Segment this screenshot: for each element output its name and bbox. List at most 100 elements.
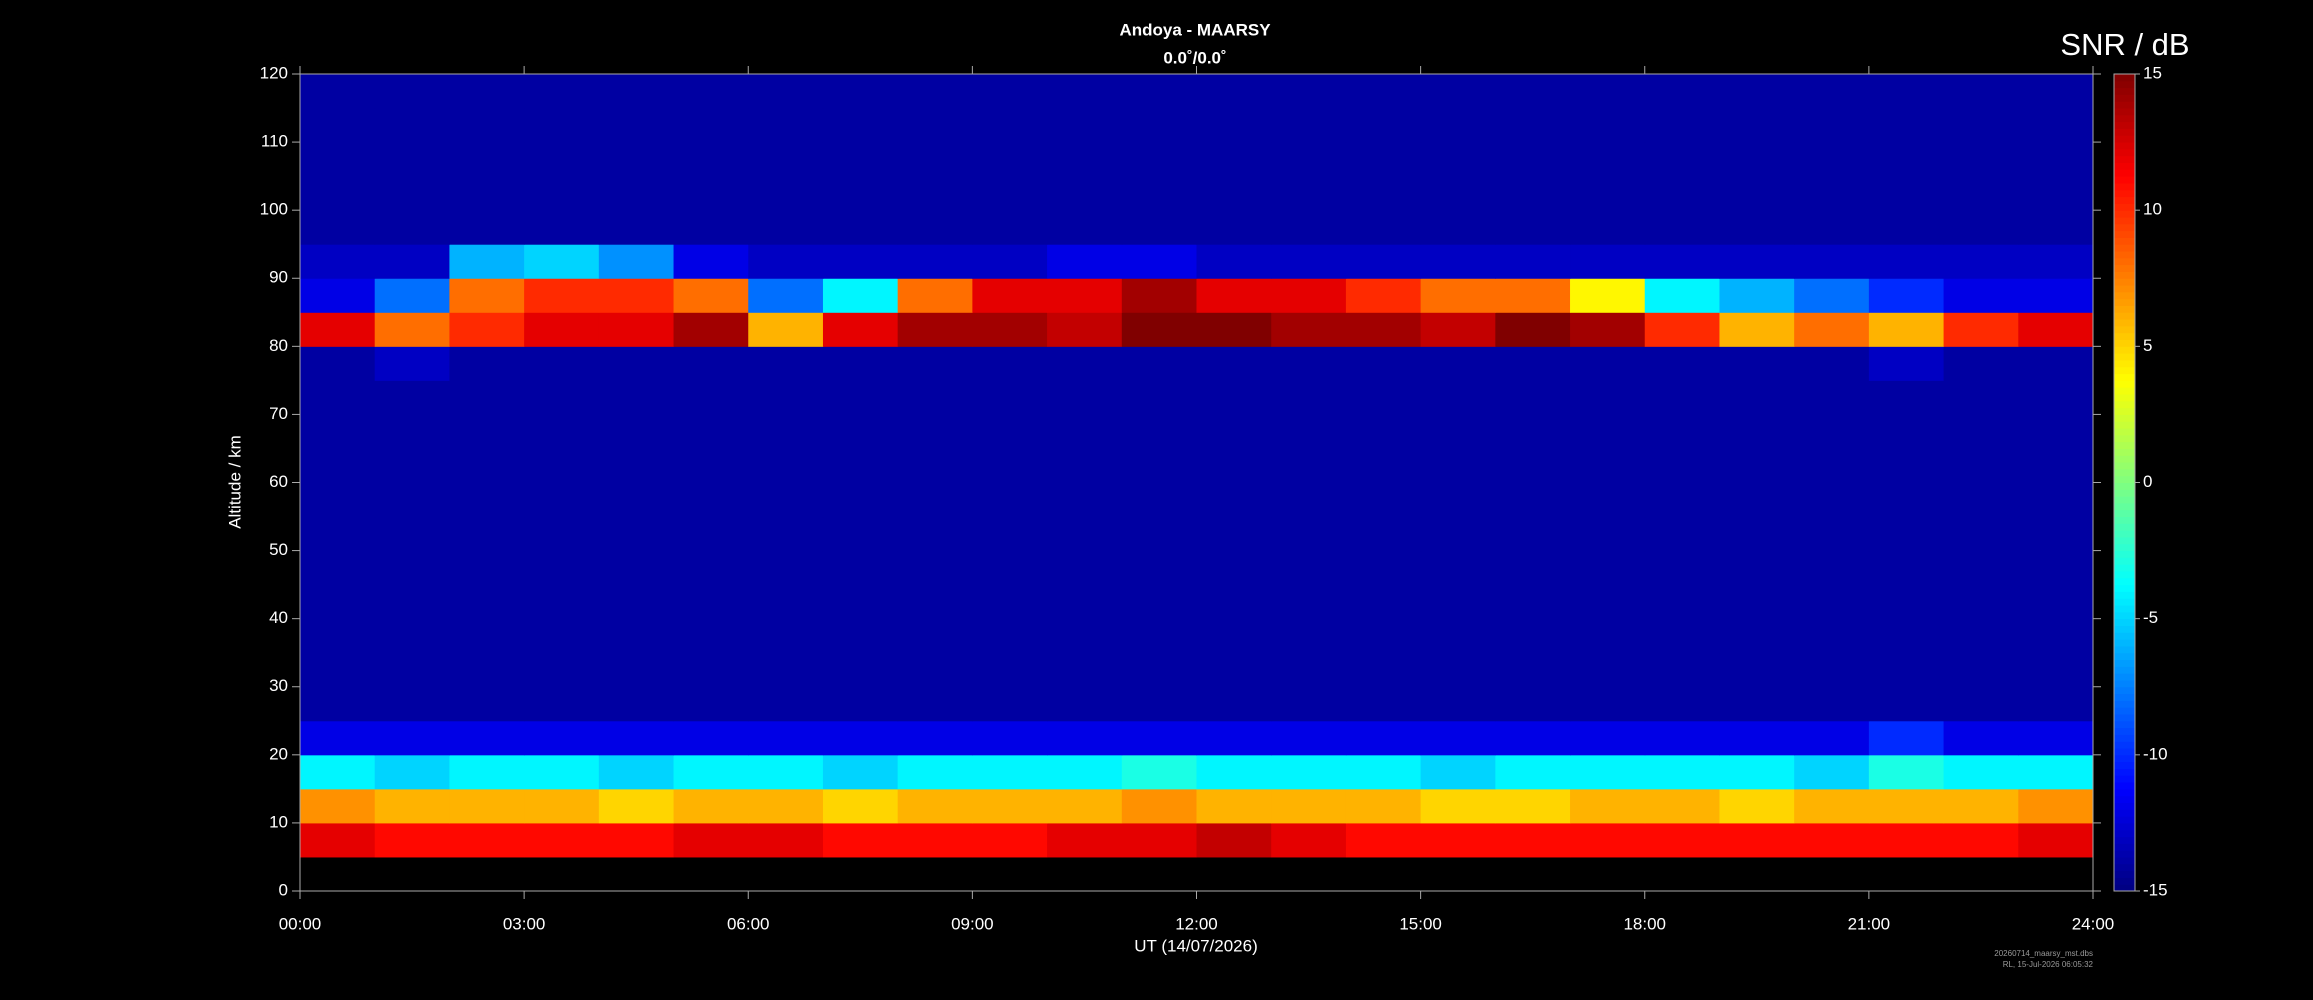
heatmap-cell: [1345, 176, 1422, 211]
heatmap-cell: [1121, 788, 1197, 824]
heatmap-cell: [374, 414, 450, 449]
heatmap-cell: [897, 788, 973, 824]
colorbar-segment: [2114, 571, 2135, 579]
heatmap-cell: [748, 210, 824, 245]
heatmap-cell: [1943, 516, 2019, 552]
heatmap-cell: [1495, 618, 1571, 654]
heatmap-cell: [673, 346, 749, 381]
heatmap-cell: [1196, 618, 1272, 654]
heatmap-cell: [1943, 278, 2019, 313]
heatmap-cell: [374, 108, 450, 143]
colorbar-segment: [2114, 577, 2135, 586]
heatmap-cell: [1271, 788, 1347, 824]
heatmap-cell: [300, 176, 376, 211]
heatmap-cell: [1868, 618, 1945, 654]
heatmap-cell: [822, 448, 899, 483]
heatmap-cell: [748, 686, 824, 722]
heatmap-cell: [748, 584, 824, 620]
heatmap-cell: [1047, 618, 1123, 654]
heatmap-cell: [374, 754, 450, 790]
colorbar-segment: [2114, 455, 2135, 463]
heatmap-cell: [1271, 380, 1347, 415]
heatmap-cell: [822, 108, 899, 143]
colorbar-segment: [2114, 407, 2135, 415]
colorbar-segment: [2114, 720, 2135, 729]
heatmap-cell: [598, 652, 675, 688]
colorbar-segment: [2114, 128, 2135, 136]
heatmap-cell: [1047, 550, 1123, 586]
colorbar-segment: [2114, 836, 2135, 844]
heatmap-cell: [1868, 720, 1945, 756]
x-tick-label: 18:00: [1623, 914, 1666, 933]
colorbar-segment: [2114, 652, 2135, 661]
heatmap-cell: [1868, 448, 1945, 483]
heatmap-cell: [1345, 312, 1422, 347]
heatmap-cell: [822, 278, 899, 313]
colorbar-tick-label: -10: [2143, 744, 2168, 763]
heatmap-cell: [598, 414, 675, 449]
y-tick-label: 80: [269, 336, 288, 355]
heatmap-cell: [524, 516, 600, 552]
heatmap-cell: [1420, 652, 1496, 688]
heatmap-cell: [1719, 720, 1795, 756]
heatmap-cell: [1345, 448, 1422, 483]
colorbar-segment: [2114, 809, 2135, 817]
heatmap-cell: [1495, 516, 1571, 552]
heatmap-cell: [1121, 448, 1197, 483]
colorbar-segment: [2114, 863, 2135, 872]
heatmap-cell: [1121, 516, 1197, 552]
heatmap-cell: [374, 448, 450, 483]
heatmap-cell: [748, 516, 824, 552]
heatmap-cell: [1868, 686, 1945, 722]
heatmap-cell: [972, 720, 1048, 756]
heatmap-cell: [1495, 652, 1571, 688]
heatmap-cell: [374, 822, 450, 858]
heatmap-cell: [1047, 414, 1123, 449]
colorbar-tick-label: -5: [2143, 608, 2158, 627]
heatmap-cell: [598, 516, 675, 552]
heatmap-cell: [1196, 550, 1272, 586]
heatmap-cell: [1271, 312, 1347, 347]
heatmap-cell: [1719, 380, 1795, 415]
heatmap-cell: [1495, 414, 1571, 449]
heatmap-cell: [1345, 414, 1422, 449]
heatmap-cell: [598, 312, 675, 347]
heatmap-cell: [449, 278, 525, 313]
heatmap-cell: [524, 618, 600, 654]
colorbar-segment: [2114, 400, 2135, 409]
heatmap-cell: [374, 176, 450, 211]
heatmap-cell: [1719, 482, 1795, 518]
heatmap-cell: [1345, 652, 1422, 688]
colorbar-segment: [2114, 305, 2135, 313]
heatmap-cell: [1570, 380, 1646, 415]
heatmap-cell: [2018, 822, 2094, 858]
heatmap-cell: [1570, 754, 1646, 790]
heatmap-cell: [1495, 448, 1571, 483]
heatmap-cell: [897, 720, 973, 756]
heatmap-cell: [673, 516, 749, 552]
colorbar-segment: [2114, 659, 2135, 667]
y-tick-label: 120: [260, 63, 288, 82]
heatmap-cell: [1047, 176, 1123, 211]
heatmap-cell: [1495, 788, 1571, 824]
heatmap-cell: [1794, 346, 1870, 381]
colorbar-segment: [2114, 509, 2135, 518]
colorbar-segment: [2114, 843, 2135, 851]
heatmap-cell: [1570, 652, 1646, 688]
heatmap-cell: [1420, 448, 1496, 483]
heatmap-cell: [449, 346, 525, 381]
heatmap-cell: [1121, 244, 1197, 279]
heatmap-cell: [1644, 380, 1720, 415]
heatmap-cell: [897, 312, 973, 347]
heatmap-cell: [598, 754, 675, 790]
heatmap-cell: [1794, 618, 1870, 654]
y-tick-label: 40: [269, 608, 288, 627]
heatmap-cell: [1420, 346, 1496, 381]
heatmap-cell: [1271, 176, 1347, 211]
heatmap-cell: [524, 176, 600, 211]
heatmap-cell: [524, 278, 600, 313]
heatmap-cell: [449, 720, 525, 756]
y-tick-label: 20: [269, 744, 288, 763]
colorbar-segment: [2114, 489, 2135, 497]
heatmap-cell: [1196, 584, 1272, 620]
